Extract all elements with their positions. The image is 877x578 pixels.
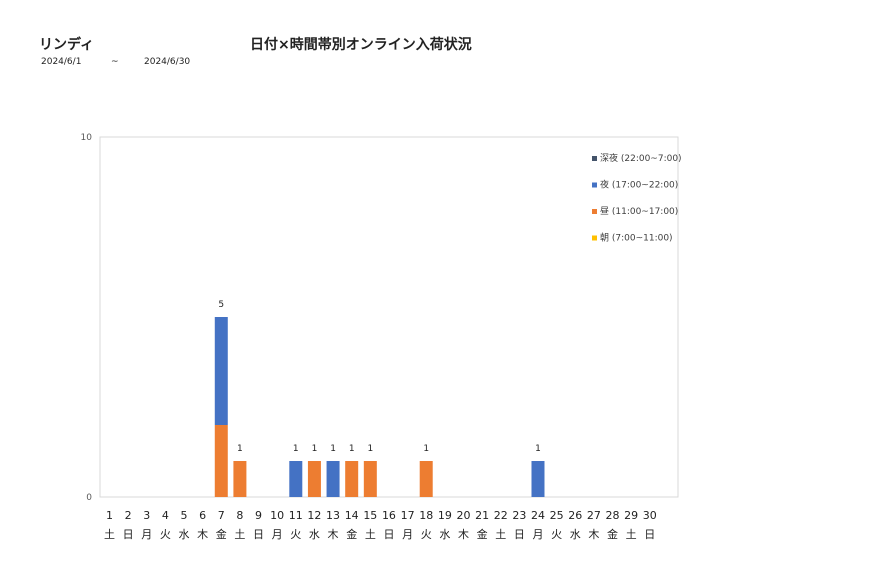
date-to: 2024/6/30 xyxy=(144,57,191,67)
plot-area xyxy=(99,136,679,498)
x-tick-weekday: 火 xyxy=(160,528,171,541)
x-tick-label: 20 xyxy=(456,509,470,522)
bar-segment xyxy=(289,461,303,497)
data-label: 1 xyxy=(330,444,336,454)
data-label: 1 xyxy=(423,444,429,454)
data-label: 1 xyxy=(367,444,373,454)
x-tick-weekday: 土 xyxy=(234,528,245,541)
x-tick-label: 16 xyxy=(382,509,396,522)
x-tick-label: 4 xyxy=(162,509,169,522)
x-tick-label: 24 xyxy=(531,509,545,522)
legend-swatch xyxy=(592,182,597,188)
date-separator: ~ xyxy=(111,57,119,67)
x-tick-weekday: 日 xyxy=(514,528,525,541)
bar-segment xyxy=(233,461,247,497)
x-tick-label: 15 xyxy=(363,509,377,522)
x-tick-label: 18 xyxy=(419,509,433,522)
x-tick-weekday: 土 xyxy=(104,528,115,541)
x-tick-weekday: 月 xyxy=(141,528,152,541)
data-label: 1 xyxy=(293,444,299,454)
data-label: 1 xyxy=(349,444,355,454)
bar-segment xyxy=(307,461,321,497)
x-tick-weekday: 水 xyxy=(439,528,450,541)
x-tick-weekday: 日 xyxy=(383,528,394,541)
bar-segment xyxy=(214,317,228,425)
x-tick-weekday: 水 xyxy=(309,528,320,541)
x-tick-label: 11 xyxy=(289,509,303,522)
x-tick-label: 14 xyxy=(345,509,359,522)
x-tick-label: 12 xyxy=(307,509,321,522)
x-tick-label: 8 xyxy=(236,509,243,522)
x-tick-weekday: 木 xyxy=(197,528,208,541)
x-tick-weekday: 木 xyxy=(588,528,599,541)
x-tick-label: 22 xyxy=(494,509,508,522)
data-label: 1 xyxy=(237,444,243,454)
x-tick-label: 28 xyxy=(606,509,620,522)
legend-swatch xyxy=(592,209,597,214)
x-tick-weekday: 火 xyxy=(551,528,562,541)
x-tick-weekday: 木 xyxy=(458,528,469,541)
x-tick-weekday: 金 xyxy=(477,527,488,541)
x-tick-label: 1 xyxy=(106,509,113,522)
bar-segment xyxy=(345,461,359,497)
x-tick-label: 7 xyxy=(218,509,225,522)
x-tick-label: 3 xyxy=(143,509,150,522)
x-tick-weekday: 日 xyxy=(123,528,134,541)
x-tick-weekday: 水 xyxy=(570,528,581,541)
x-tick-weekday: 日 xyxy=(253,528,264,541)
x-tick-weekday: 火 xyxy=(421,528,432,541)
x-tick-label: 26 xyxy=(568,509,582,522)
date-from: 2024/6/1 xyxy=(41,57,82,67)
x-tick-weekday: 金 xyxy=(346,527,357,541)
x-tick-weekday: 金 xyxy=(216,527,227,541)
x-tick-label: 13 xyxy=(326,509,340,522)
y-tick-label: 0 xyxy=(86,493,92,503)
x-tick-label: 2 xyxy=(125,509,132,522)
x-tick-label: 23 xyxy=(512,509,526,522)
x-tick-label: 9 xyxy=(255,509,262,522)
legend-swatch xyxy=(592,235,597,241)
x-tick-weekday: 月 xyxy=(272,528,283,541)
x-tick-label: 25 xyxy=(550,509,564,522)
legend-label: 昼 (11:00~17:00) xyxy=(600,206,678,217)
x-tick-weekday: 木 xyxy=(328,528,339,541)
bar-segment xyxy=(214,425,228,497)
legend-label: 深夜 (22:00~7:00) xyxy=(600,152,682,164)
x-tick-label: 30 xyxy=(643,509,657,522)
x-tick-label: 6 xyxy=(199,509,206,522)
x-tick-label: 10 xyxy=(270,509,284,522)
x-tick-label: 17 xyxy=(401,509,415,522)
data-label: 5 xyxy=(218,300,224,310)
x-tick-weekday: 金 xyxy=(607,527,618,541)
x-tick-weekday: 水 xyxy=(179,528,190,541)
legend-label: 朝 (7:00~11:00) xyxy=(600,233,673,244)
x-tick-label: 19 xyxy=(438,509,452,522)
chart-title: 日付×時間帯別オンライン入荷状況 xyxy=(250,37,472,53)
data-label: 1 xyxy=(535,444,541,454)
x-tick-label: 29 xyxy=(624,509,638,522)
x-tick-label: 21 xyxy=(475,509,489,522)
bar-segment xyxy=(419,461,433,497)
data-label: 1 xyxy=(312,444,318,454)
x-tick-weekday: 火 xyxy=(290,528,301,541)
y-tick-label: 10 xyxy=(81,133,93,143)
x-tick-weekday: 月 xyxy=(402,528,413,541)
bar-segment xyxy=(531,461,545,497)
x-tick-weekday: 土 xyxy=(365,528,376,541)
x-tick-weekday: 日 xyxy=(644,528,655,541)
x-tick-weekday: 土 xyxy=(495,528,506,541)
bar-segment xyxy=(326,461,340,497)
x-tick-label: 5 xyxy=(181,509,188,522)
x-tick-weekday: 土 xyxy=(626,528,637,541)
brand-name: リンディ xyxy=(39,37,95,53)
legend-swatch xyxy=(592,156,597,161)
x-tick-weekday: 月 xyxy=(532,528,543,541)
bar-segment xyxy=(363,461,377,497)
x-tick-label: 27 xyxy=(587,509,601,522)
legend-label: 夜 (17:00~22:00) xyxy=(600,179,678,191)
